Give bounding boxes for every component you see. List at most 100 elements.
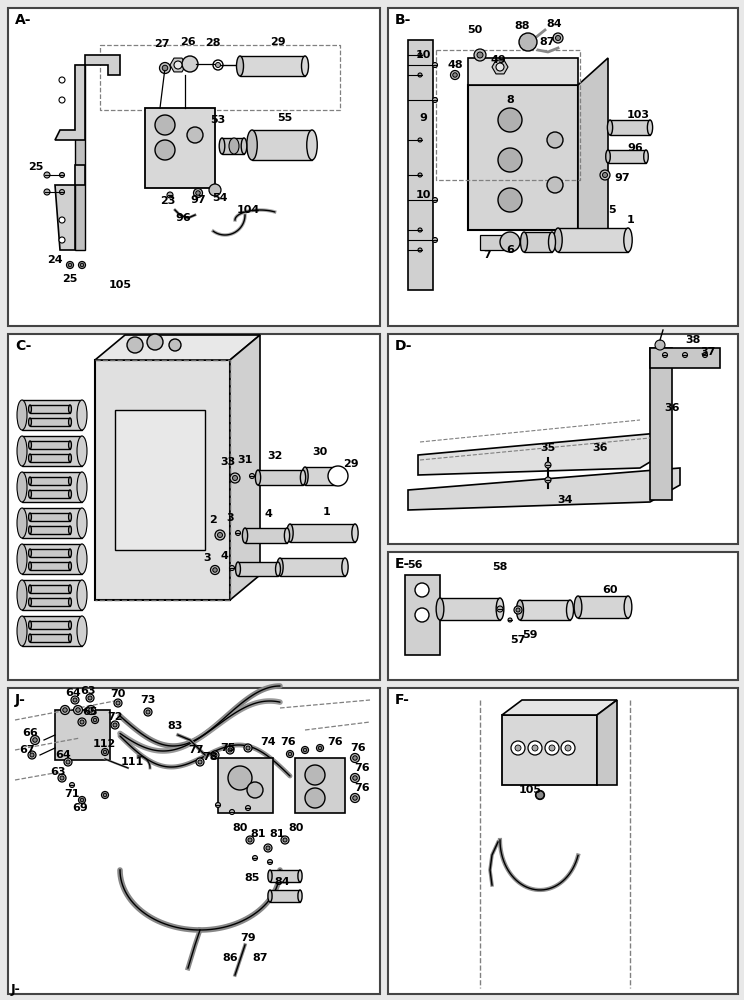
- Text: 33: 33: [220, 457, 236, 467]
- Bar: [405, 575, 440, 655]
- Ellipse shape: [236, 562, 240, 576]
- Circle shape: [155, 140, 175, 160]
- Circle shape: [496, 63, 504, 71]
- Circle shape: [545, 477, 551, 483]
- Text: 97: 97: [615, 173, 630, 183]
- Text: 53: 53: [211, 115, 225, 125]
- Circle shape: [217, 532, 222, 538]
- Text: 63: 63: [51, 767, 65, 777]
- Text: 84: 84: [275, 877, 290, 887]
- Text: 4: 4: [220, 551, 228, 561]
- Text: 3: 3: [226, 513, 234, 523]
- Circle shape: [146, 710, 150, 714]
- Circle shape: [565, 745, 571, 751]
- Circle shape: [316, 744, 324, 752]
- Ellipse shape: [496, 598, 504, 620]
- Ellipse shape: [332, 467, 339, 485]
- Ellipse shape: [28, 513, 31, 521]
- Ellipse shape: [287, 524, 293, 542]
- Circle shape: [353, 796, 357, 800]
- Text: 9: 9: [419, 113, 427, 123]
- Ellipse shape: [28, 454, 31, 462]
- Text: 55: 55: [278, 113, 292, 123]
- Circle shape: [159, 62, 170, 74]
- Ellipse shape: [298, 890, 302, 902]
- Circle shape: [60, 172, 65, 178]
- Circle shape: [418, 228, 422, 232]
- Text: 23: 23: [160, 196, 176, 206]
- Circle shape: [193, 188, 202, 198]
- Circle shape: [114, 699, 122, 707]
- Circle shape: [500, 232, 520, 252]
- Text: 81: 81: [269, 829, 285, 839]
- Text: 69: 69: [72, 803, 88, 813]
- Text: 56: 56: [407, 560, 423, 570]
- Circle shape: [113, 723, 117, 727]
- Bar: [305, 467, 335, 485]
- Ellipse shape: [68, 454, 71, 462]
- Ellipse shape: [275, 562, 280, 576]
- Circle shape: [266, 846, 270, 850]
- Circle shape: [418, 53, 422, 57]
- Bar: [238, 562, 278, 576]
- Circle shape: [78, 718, 86, 726]
- Text: 24: 24: [47, 255, 62, 265]
- Ellipse shape: [302, 467, 308, 485]
- Polygon shape: [650, 348, 720, 368]
- Bar: [608, 150, 646, 163]
- Circle shape: [508, 618, 512, 622]
- Circle shape: [305, 765, 325, 785]
- Ellipse shape: [307, 130, 317, 160]
- Circle shape: [229, 566, 234, 570]
- Circle shape: [432, 62, 437, 68]
- Text: 76: 76: [327, 737, 343, 747]
- Text: 76: 76: [354, 763, 370, 773]
- Circle shape: [497, 606, 503, 612]
- Bar: [440, 598, 500, 620]
- Ellipse shape: [301, 470, 306, 485]
- Circle shape: [249, 474, 254, 479]
- Text: 57: 57: [510, 635, 526, 645]
- Text: 49: 49: [490, 55, 506, 65]
- Bar: [388, 334, 738, 544]
- Circle shape: [451, 70, 460, 80]
- Bar: [388, 552, 738, 680]
- Circle shape: [80, 798, 84, 802]
- Text: 72: 72: [107, 712, 123, 722]
- Circle shape: [64, 758, 72, 766]
- Text: 2: 2: [209, 515, 217, 525]
- Circle shape: [211, 566, 219, 574]
- Polygon shape: [502, 700, 617, 715]
- Circle shape: [196, 191, 200, 195]
- Text: C-: C-: [15, 339, 31, 353]
- Circle shape: [59, 77, 65, 83]
- Text: 60: 60: [602, 585, 618, 595]
- Bar: [245, 528, 287, 543]
- Text: 10: 10: [415, 190, 431, 200]
- Circle shape: [127, 337, 143, 353]
- Text: 27: 27: [154, 39, 170, 49]
- Bar: [145, 108, 215, 188]
- Circle shape: [147, 334, 163, 350]
- Bar: [30, 418, 70, 426]
- Ellipse shape: [68, 634, 71, 642]
- Circle shape: [79, 796, 86, 804]
- Ellipse shape: [77, 472, 87, 502]
- Text: J-: J-: [11, 984, 21, 996]
- Polygon shape: [75, 65, 85, 250]
- Circle shape: [211, 751, 219, 759]
- Text: 76: 76: [350, 743, 366, 753]
- Circle shape: [477, 52, 483, 58]
- Text: 36: 36: [592, 443, 608, 453]
- Bar: [8, 688, 380, 994]
- Circle shape: [58, 774, 66, 782]
- Circle shape: [702, 353, 708, 358]
- Circle shape: [228, 748, 232, 752]
- Circle shape: [519, 33, 537, 51]
- Circle shape: [216, 802, 220, 808]
- Bar: [258, 470, 303, 485]
- Ellipse shape: [17, 436, 27, 466]
- Bar: [30, 585, 70, 593]
- Bar: [218, 758, 273, 813]
- Ellipse shape: [68, 549, 71, 557]
